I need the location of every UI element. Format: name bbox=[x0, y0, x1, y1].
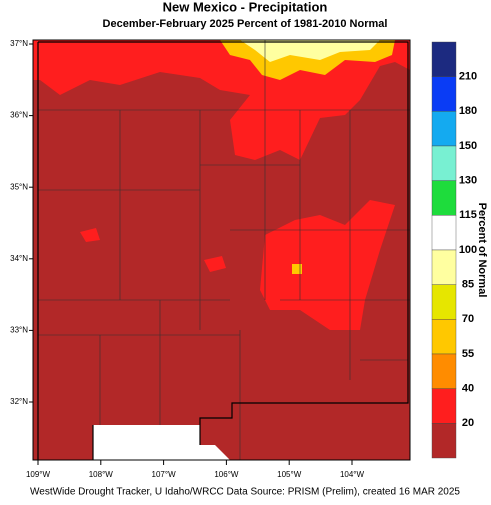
lat-label: 37°N bbox=[10, 39, 28, 48]
footer: WestWide Drought Tracker, U Idaho/WRCC D… bbox=[30, 487, 460, 498]
legend-label: 100 bbox=[459, 244, 477, 256]
lon-label: 104°W bbox=[340, 470, 365, 479]
legend-label: 180 bbox=[459, 105, 477, 117]
legend-swatch bbox=[431, 180, 457, 216]
legend-swatch bbox=[431, 145, 457, 181]
map bbox=[32, 39, 411, 461]
lat-label: 32°N bbox=[10, 397, 28, 406]
lon-label: 106°W bbox=[214, 470, 239, 479]
county-lines bbox=[38, 40, 410, 460]
legend-label: 85 bbox=[462, 279, 474, 291]
legend-swatch bbox=[431, 215, 457, 251]
legend-swatch bbox=[431, 76, 457, 112]
legend-swatch bbox=[431, 41, 457, 77]
legend-swatch bbox=[431, 284, 457, 320]
precip-area bbox=[260, 200, 395, 330]
lat-label: 33°N bbox=[10, 326, 28, 335]
mexico-mask bbox=[93, 425, 230, 460]
legend-swatch bbox=[431, 388, 457, 424]
precip-area bbox=[292, 264, 302, 274]
legend-swatch bbox=[431, 249, 457, 285]
legend-label: 115 bbox=[459, 209, 477, 221]
lat-label: 34°N bbox=[10, 254, 28, 263]
legend-swatch bbox=[431, 353, 457, 389]
title: New Mexico - Precipitation bbox=[163, 0, 328, 14]
legend-label: 55 bbox=[462, 348, 474, 360]
lon-label: 108°W bbox=[89, 470, 114, 479]
map-frame bbox=[32, 39, 411, 461]
lon-label: 105°W bbox=[277, 470, 302, 479]
legend-label: 150 bbox=[459, 140, 477, 152]
legend-swatch bbox=[431, 423, 457, 459]
legend-title: Percent of Normal bbox=[476, 203, 488, 298]
lon-labels: 109°W 108°W 107°W 106°W 105°W 104°W bbox=[26, 460, 365, 479]
legend-label: 210 bbox=[459, 71, 477, 83]
precip-area bbox=[80, 228, 226, 272]
legend-swatch bbox=[431, 111, 457, 147]
legend-label: 40 bbox=[462, 383, 474, 395]
legend-label: 70 bbox=[462, 313, 474, 325]
subtitle: December-February 2025 Percent of 1981-2… bbox=[103, 18, 388, 30]
legend: 210 180 150 130 115 100 85 70 55 40 20 bbox=[431, 41, 477, 459]
state-border bbox=[37, 41, 409, 460]
legend-label: 130 bbox=[459, 175, 477, 187]
lat-label: 35°N bbox=[10, 182, 28, 191]
lon-label: 107°W bbox=[152, 470, 177, 479]
precip-area bbox=[240, 40, 380, 62]
legend-swatch bbox=[431, 319, 457, 355]
lat-label: 36°N bbox=[10, 111, 28, 120]
legend-label: 20 bbox=[462, 417, 474, 429]
lat-labels: 37°N 36°N 35°N 34°N 33°N 32°N bbox=[10, 39, 33, 406]
lon-label: 109°W bbox=[26, 470, 51, 479]
